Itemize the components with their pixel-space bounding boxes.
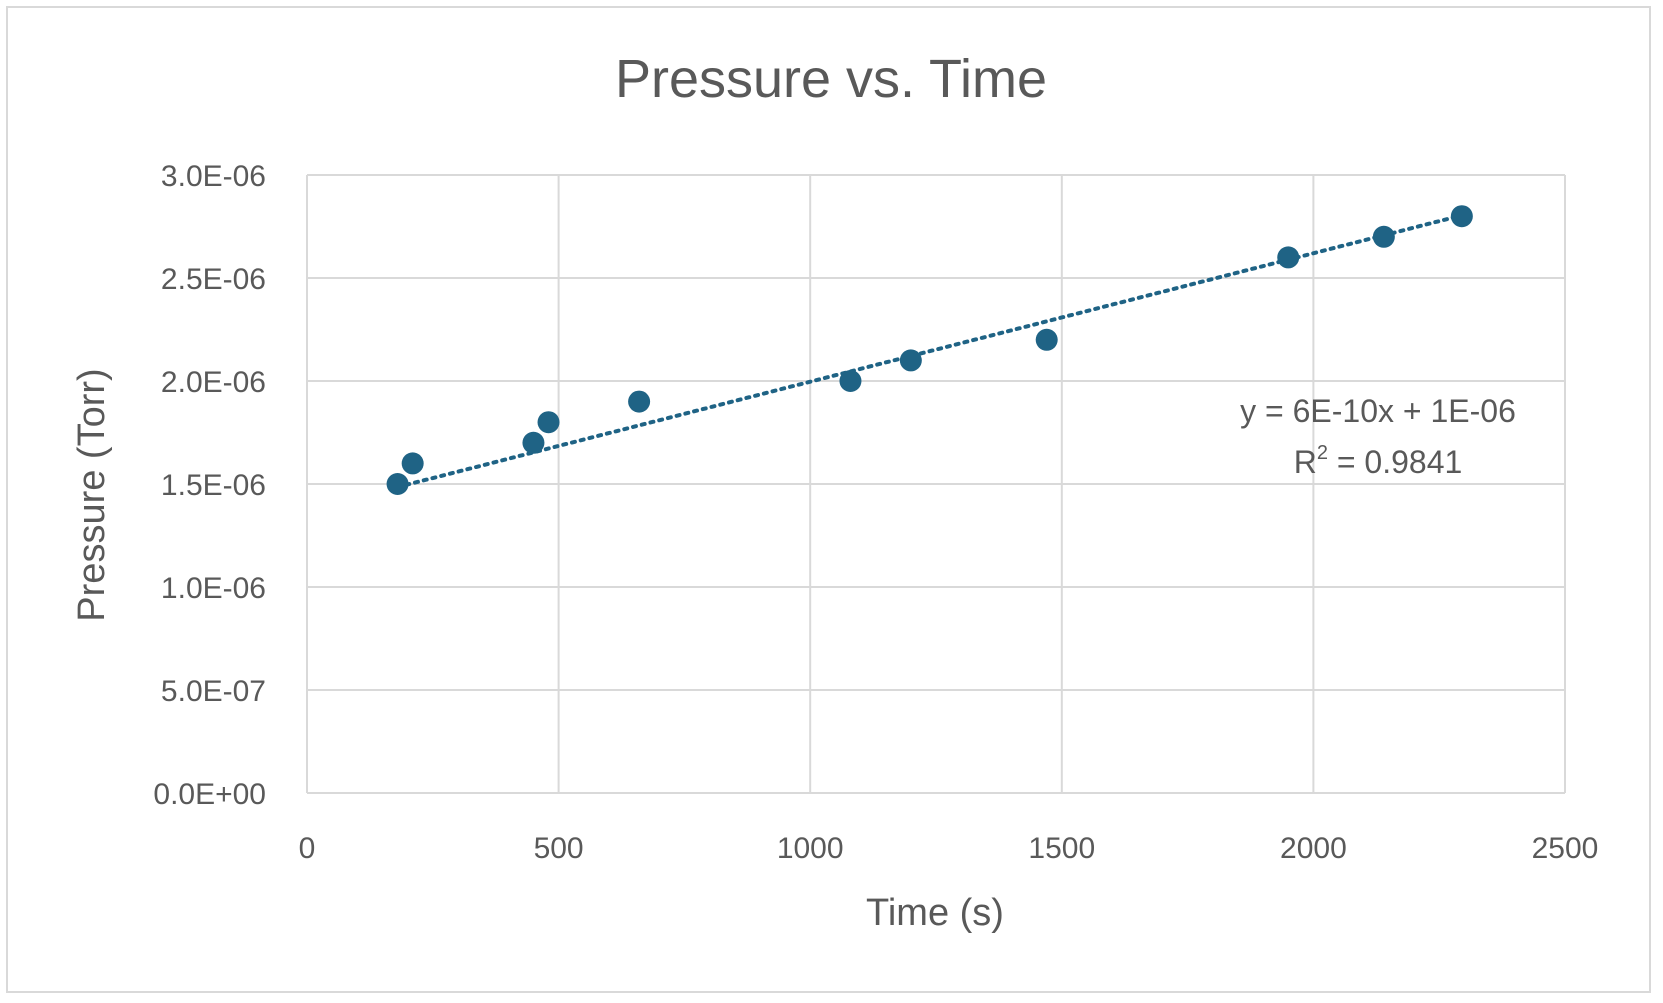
data-point [1277, 246, 1300, 269]
x-tick-label: 0 [299, 832, 316, 865]
trendline-equation: y = 6E-10x + 1E-06 [1240, 393, 1516, 429]
y-tick-label: 1.0E-06 [161, 572, 266, 605]
x-tick-label: 2500 [1532, 832, 1599, 865]
y-axis-title: Pressure (Torr) [71, 368, 113, 621]
data-point [537, 411, 560, 434]
r2-letter: R [1294, 444, 1317, 480]
r2-superscript: 2 [1317, 442, 1328, 464]
r2-value: = 0.9841 [1328, 444, 1462, 480]
y-tick-label: 0.0E+00 [153, 778, 266, 811]
data-point [522, 431, 545, 454]
x-tick-label: 500 [534, 832, 584, 865]
gridlines [306, 174, 1566, 794]
data-point [899, 349, 922, 372]
x-tick-label: 1000 [777, 832, 844, 865]
trendline-group [395, 213, 1464, 490]
data-point [839, 370, 862, 392]
data-point [628, 390, 651, 413]
y-tick-label: 2.0E-06 [161, 366, 266, 399]
trendline [395, 213, 1464, 490]
data-point [1450, 205, 1473, 228]
y-tick-label: 5.0E-07 [161, 675, 266, 708]
data-points [386, 205, 1473, 495]
x-axis-title: Time (s) [866, 892, 1004, 934]
x-tick-label: 1500 [1028, 832, 1095, 865]
data-point [1372, 225, 1395, 248]
x-tick-label: 2000 [1280, 832, 1347, 865]
y-tick-label: 3.0E-06 [161, 160, 266, 193]
data-point [401, 452, 424, 475]
chart-title: Pressure vs. Time [615, 49, 1047, 109]
chart-frame [6, 6, 1651, 993]
y-tick-label: 2.5E-06 [161, 263, 266, 296]
data-point [1035, 328, 1058, 351]
trendline-r2: R2 = 0.9841 [1294, 442, 1463, 480]
y-tick-label: 1.5E-06 [161, 469, 266, 502]
tick-labels: 0.0E+00 5.0E-07 1.0E-06 1.5E-06 2.0E-06 2.5E-… [153, 160, 1598, 865]
data-point [386, 473, 409, 495]
